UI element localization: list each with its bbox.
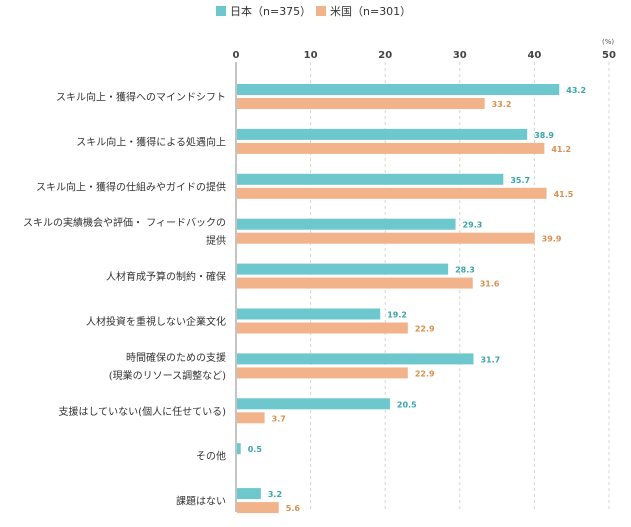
bar-1-4 <box>237 277 473 289</box>
value-label-0-4: 28.3 <box>455 266 475 275</box>
value-label-1-5: 22.9 <box>415 325 435 334</box>
bar-0-5 <box>237 308 381 320</box>
value-label-0-2: 35.7 <box>510 176 530 185</box>
x-tick-label-0: 0 <box>233 50 240 61</box>
bar-0-7 <box>237 398 390 410</box>
bar-1-2 <box>237 187 547 199</box>
value-label-1-3: 39.9 <box>542 235 562 244</box>
value-label-0-6: 31.7 <box>480 355 500 364</box>
category-label-1: スキル向上・獲得による処遇向上 <box>76 135 226 148</box>
category-label-3-line-1: 提供 <box>206 234 226 247</box>
x-tick-label-1: 10 <box>304 50 318 61</box>
category-label-9: 課題はない <box>176 495 226 508</box>
legend-swatch-0 <box>216 6 226 16</box>
category-label-0: スキル向上・獲得へのマインドシフト <box>56 91 226 104</box>
value-label-0-0: 43.2 <box>566 86 586 95</box>
value-label-0-7: 20.5 <box>397 400 417 409</box>
bar-0-0 <box>237 84 560 95</box>
value-label-0-5: 19.2 <box>387 311 407 320</box>
category-label-3-line-0: スキルの実績機会や評価・ フィードバックの <box>23 216 226 229</box>
value-label-1-6: 22.9 <box>415 369 435 378</box>
bar-1-1 <box>237 142 545 154</box>
x-tick-label-4: 40 <box>527 50 541 61</box>
category-label-2: スキル向上・獲得の仕組みやガイドの提供 <box>36 180 226 193</box>
unit-label: (%) <box>602 38 614 46</box>
legend-swatch-1 <box>316 6 326 16</box>
category-label-6-line-1: (現業のリソース調整など) <box>109 369 226 382</box>
bar-0-4 <box>237 263 449 275</box>
x-tick-label-5: 50 <box>602 50 616 61</box>
value-label-1-2: 41.5 <box>554 190 574 199</box>
bar-0-9 <box>237 488 261 500</box>
bar-1-5 <box>237 322 408 334</box>
x-tick-label-2: 20 <box>378 50 392 61</box>
value-label-1-1: 41.2 <box>551 145 571 154</box>
category-label-4: 人材育成予算の制約・確保 <box>106 270 226 283</box>
legend-label-1: 米国（n=301） <box>330 5 411 18</box>
legend-label-0: 日本（n=375） <box>230 4 311 18</box>
bar-0-6 <box>237 353 474 365</box>
category-label-6-line-0: 時間確保のための支援 <box>126 351 226 364</box>
category-label-8: その他 <box>196 450 226 463</box>
value-label-0-3: 29.3 <box>463 221 483 230</box>
bar-0-2 <box>237 173 504 185</box>
bar-0-3 <box>237 218 456 230</box>
value-label-0-8: 0.5 <box>248 445 263 454</box>
value-label-1-0: 33.2 <box>492 100 512 109</box>
bar-0-1 <box>237 128 528 140</box>
value-label-0-1: 38.9 <box>534 131 554 140</box>
x-tick-label-3: 30 <box>453 50 467 61</box>
bar-1-7 <box>237 412 265 424</box>
value-label-1-4: 31.6 <box>480 280 500 289</box>
value-label-0-9: 3.2 <box>268 490 282 499</box>
bar-1-6 <box>237 367 408 379</box>
bar-1-3 <box>237 232 535 244</box>
value-label-1-7: 3.7 <box>272 414 286 423</box>
value-label-1-9: 5.6 <box>286 504 301 513</box>
bar-1-9 <box>237 502 279 514</box>
bar-1-0 <box>237 98 485 109</box>
category-label-5: 人材投資を重視しない企業文化 <box>86 315 226 328</box>
category-label-7: 支援はしていない(個人に任せている) <box>58 405 226 418</box>
bar-0-8 <box>237 443 241 455</box>
